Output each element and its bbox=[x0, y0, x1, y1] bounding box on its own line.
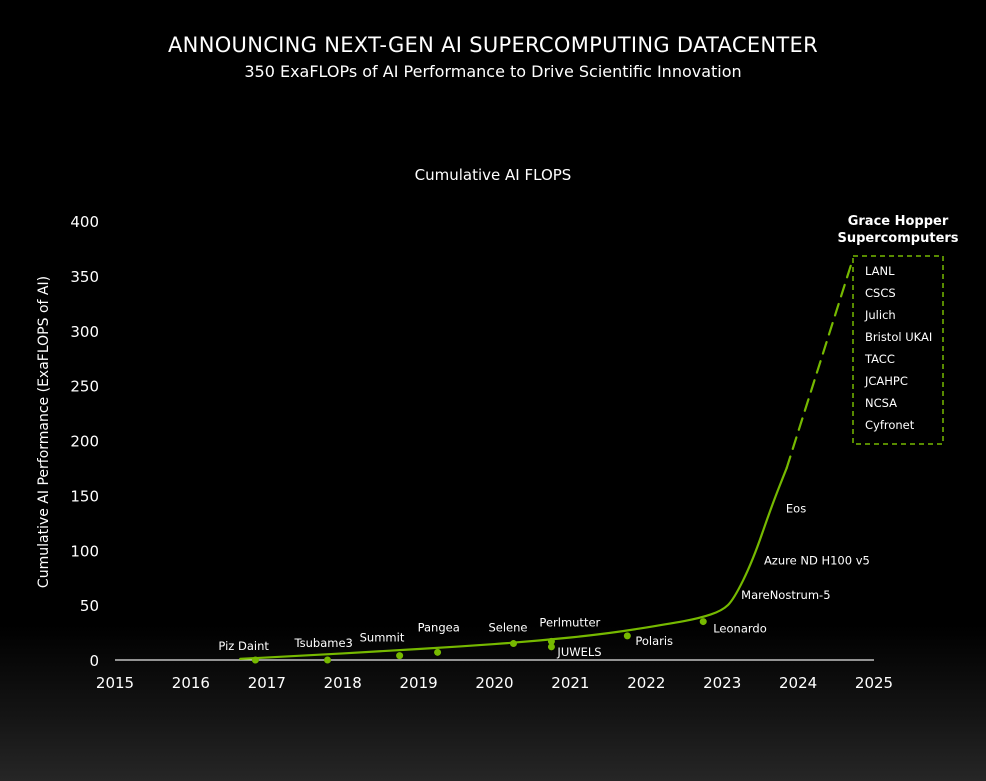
legend-item: Cyfronet bbox=[865, 418, 915, 432]
system-label: Polaris bbox=[635, 634, 673, 648]
system-label: Selene bbox=[488, 621, 527, 635]
system-label: Summit bbox=[360, 631, 405, 645]
system-marker bbox=[547, 637, 555, 645]
system-label: Eos bbox=[786, 501, 806, 515]
system-label: Tsubame3 bbox=[294, 636, 353, 650]
y-tick-label: 50 bbox=[80, 597, 99, 615]
y-axis-label: Cumulative AI Performance (ExaFLOPS of A… bbox=[36, 276, 52, 588]
y-tick-label: 300 bbox=[70, 323, 99, 341]
x-tick-label: 2017 bbox=[248, 674, 286, 692]
system-marker bbox=[251, 656, 259, 664]
system-marker bbox=[623, 632, 631, 640]
system-marker bbox=[324, 656, 332, 664]
x-tick-label: 2024 bbox=[779, 674, 817, 692]
legend-item: JCAHPC bbox=[864, 374, 908, 388]
x-tick-label: 2022 bbox=[627, 674, 665, 692]
legend-item: NCSA bbox=[865, 396, 897, 410]
x-tick-label: 2019 bbox=[400, 674, 438, 692]
y-tick-label: 250 bbox=[70, 378, 99, 396]
y-tick-label: 350 bbox=[70, 268, 99, 286]
x-tick-label: 2025 bbox=[855, 674, 893, 692]
y-tick-label: 400 bbox=[70, 213, 99, 231]
legend-title-line2: Supercomputers bbox=[837, 231, 958, 246]
legend-box bbox=[852, 255, 944, 445]
legend-item: Julich bbox=[864, 308, 896, 322]
trend-lines bbox=[239, 258, 854, 661]
y-tick-label: 100 bbox=[70, 542, 99, 560]
y-tick-label: 0 bbox=[89, 652, 99, 670]
legend-item: TACC bbox=[864, 352, 895, 366]
x-tick-label: 2015 bbox=[96, 674, 134, 692]
system-marker bbox=[699, 618, 707, 626]
chart-title: Cumulative AI FLOPS bbox=[415, 166, 572, 184]
system-marker bbox=[396, 652, 404, 660]
system-marker bbox=[509, 640, 517, 648]
axes: 2015 2016 2017 2018 2019 2020 2021 2022 2023 2024… bbox=[70, 213, 893, 692]
legend-title-line1: Grace Hopper bbox=[848, 214, 949, 229]
system-label: JUWELS bbox=[556, 645, 601, 659]
x-tick-label: 2016 bbox=[172, 674, 210, 692]
x-tick-label: 2021 bbox=[551, 674, 589, 692]
legend-item: LANL bbox=[865, 264, 895, 278]
legend-item: Bristol UKAI bbox=[865, 330, 932, 344]
system-label: Perlmutter bbox=[539, 615, 600, 629]
slide-subtitle: 350 ExaFLOPs of AI Performance to Drive … bbox=[244, 62, 742, 81]
x-tick-label: 2023 bbox=[703, 674, 741, 692]
system-marker bbox=[547, 643, 555, 651]
legend-item: CSCS bbox=[865, 286, 896, 300]
y-tick-label: 150 bbox=[70, 487, 99, 505]
system-markers: Piz Daint Tsubame3 Summit Pangea Selene Perlm… bbox=[218, 501, 870, 664]
projected-trend-line bbox=[785, 258, 854, 470]
y-tick-label: 200 bbox=[70, 433, 99, 451]
grace-hopper-legend: Grace Hopper Supercomputers LANL CSCS Juli… bbox=[837, 214, 959, 445]
system-label: Piz Daint bbox=[218, 639, 269, 653]
x-tick-label: 2018 bbox=[324, 674, 362, 692]
system-label: Leonardo bbox=[713, 622, 767, 636]
cumulative-trend-line bbox=[239, 466, 788, 661]
system-label: Pangea bbox=[418, 620, 460, 634]
system-marker bbox=[434, 648, 442, 656]
x-tick-label: 2020 bbox=[475, 674, 513, 692]
system-label: MareNostrum-5 bbox=[741, 588, 830, 602]
system-label: Azure ND H100 v5 bbox=[764, 554, 870, 568]
slide-title: ANNOUNCING NEXT-GEN AI SUPERCOMPUTING DA… bbox=[168, 33, 818, 57]
